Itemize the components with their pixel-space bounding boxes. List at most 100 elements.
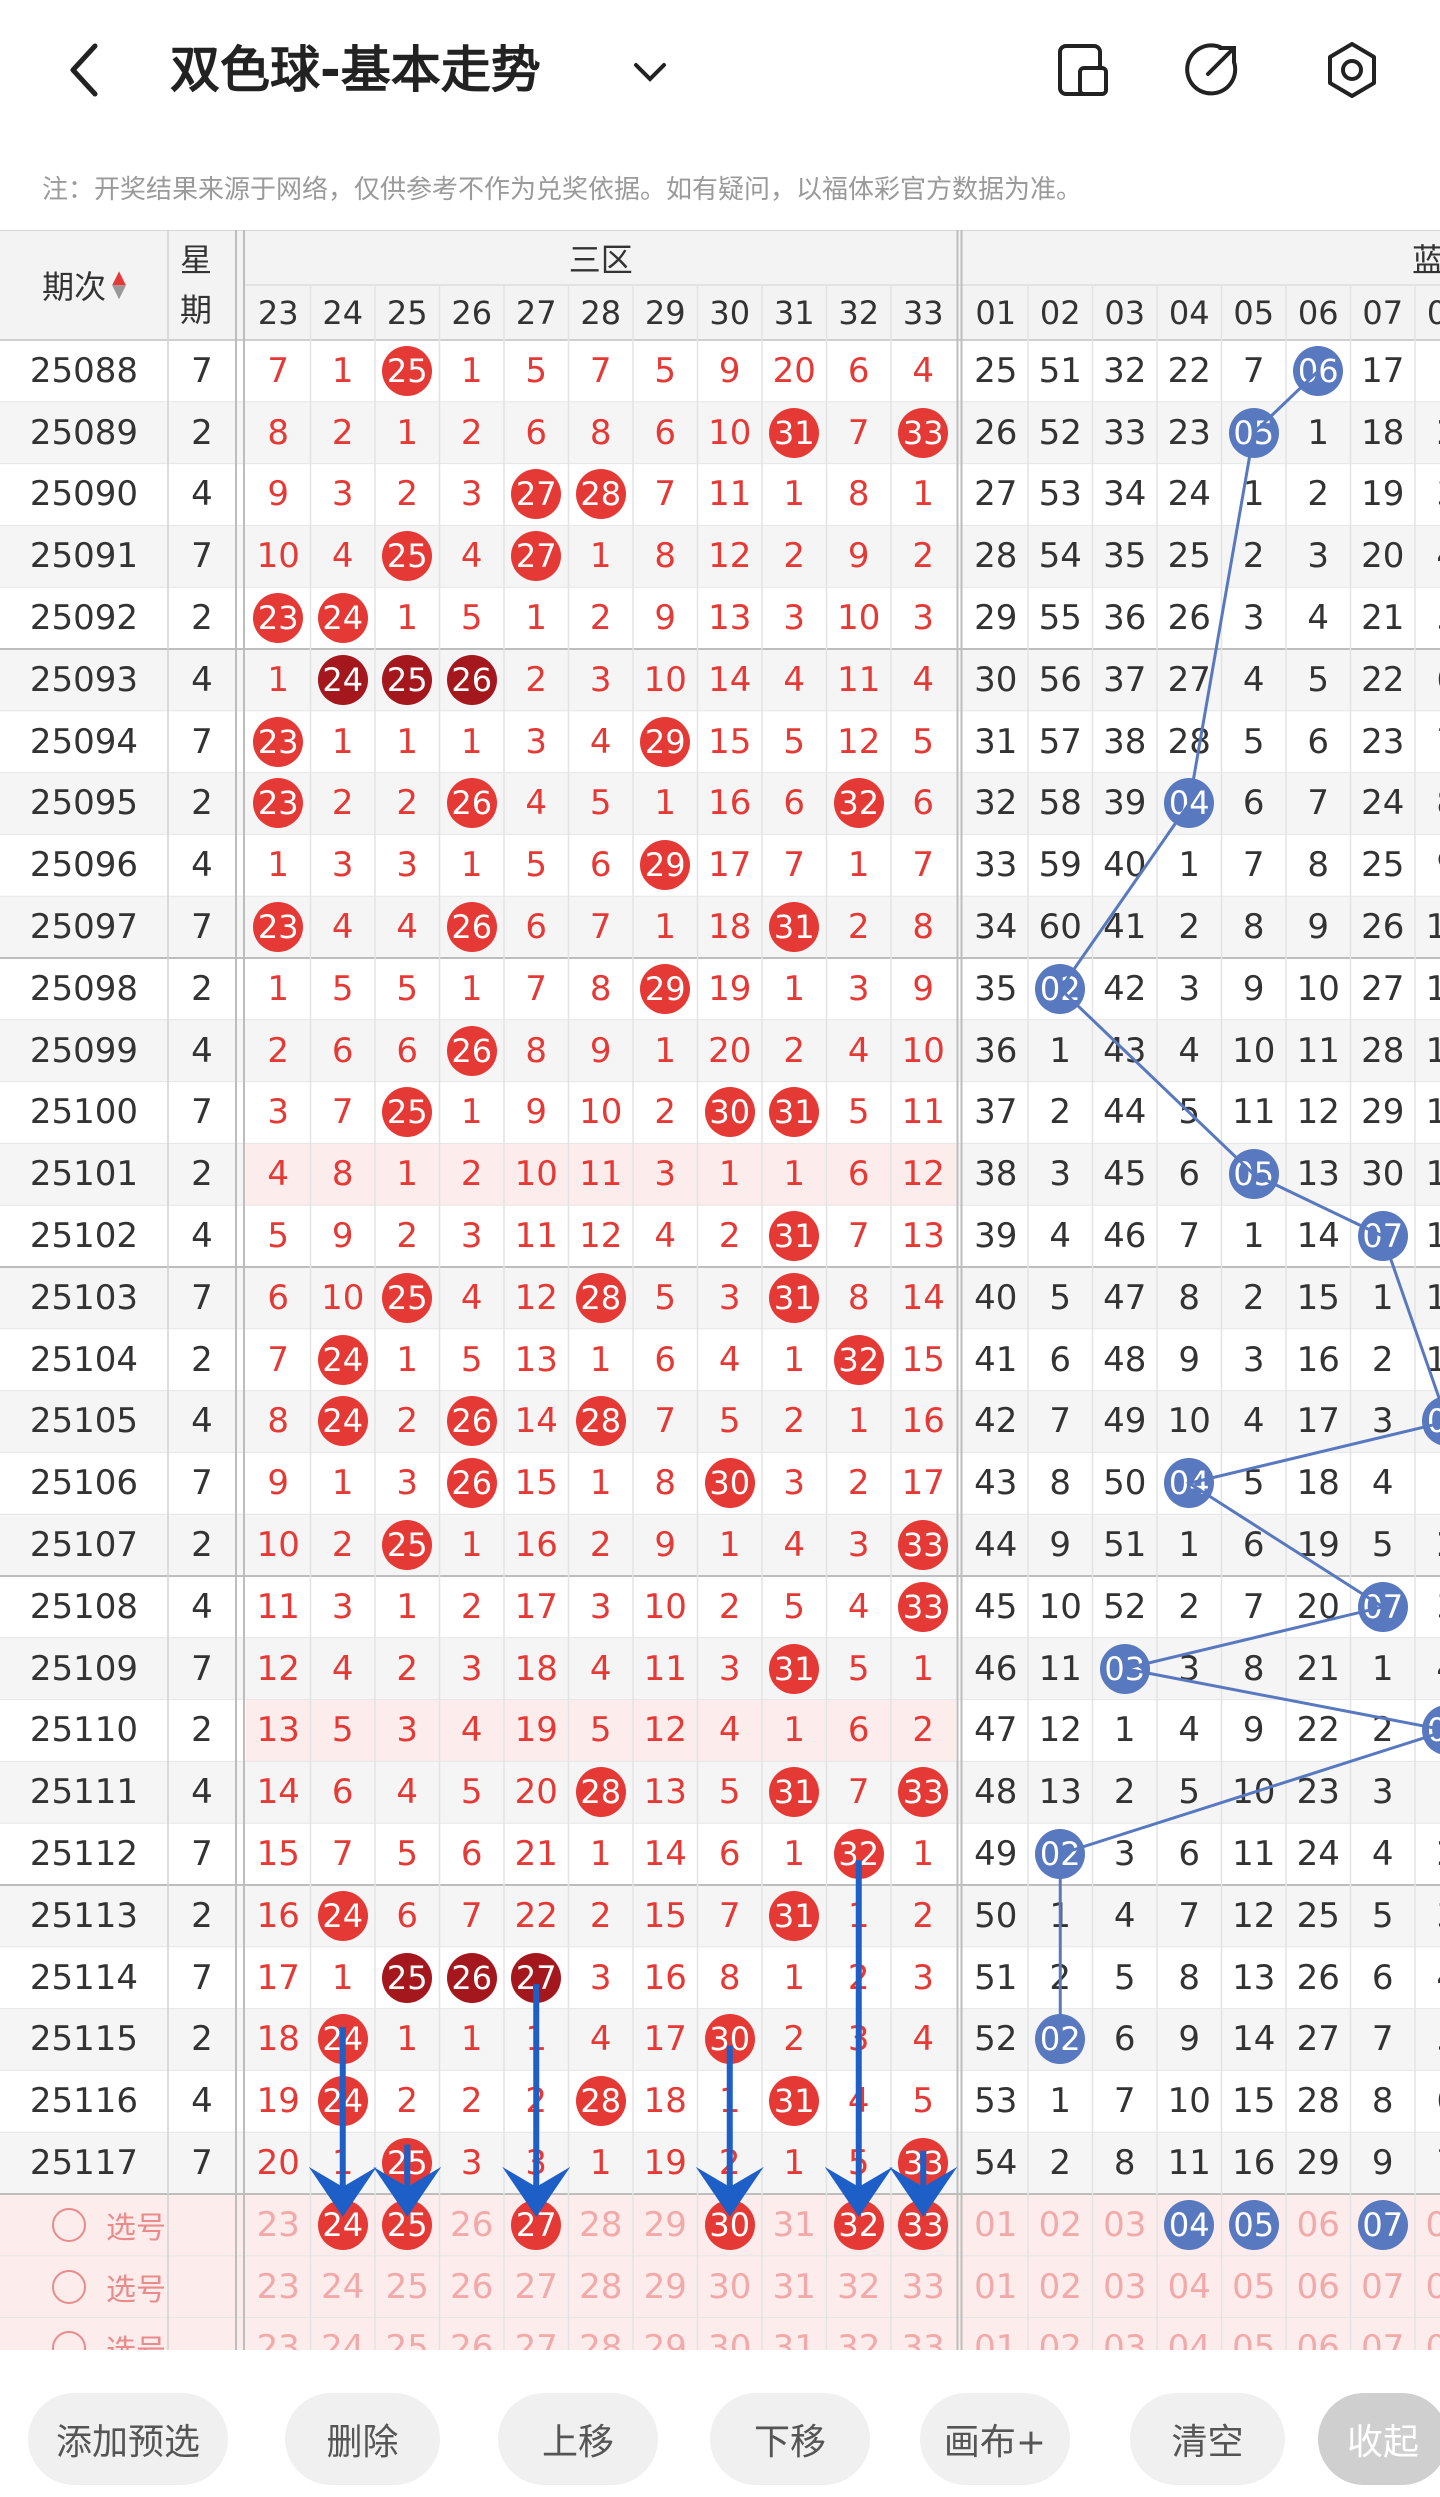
red-cell: 26 <box>440 773 505 835</box>
select-blue-number[interactable]: 02 <box>1028 2256 1093 2318</box>
select-red-number[interactable]: 27 <box>504 2318 569 2350</box>
footer-button-1[interactable]: 删除 <box>285 2393 440 2485</box>
select-blue-number[interactable]: 07 <box>1351 2256 1416 2318</box>
omission-value: 6 <box>718 1834 741 1875</box>
select-red-number[interactable]: 33 <box>891 2256 956 2318</box>
footer-button-2[interactable]: 上移 <box>498 2393 658 2485</box>
select-blue-number[interactable]: 08 <box>1415 2318 1440 2350</box>
select-blue-number[interactable]: 01 <box>964 2194 1029 2256</box>
select-red-number[interactable]: 28 <box>569 2256 634 2318</box>
select-red-number[interactable]: 25 <box>375 2256 440 2318</box>
select-red-number[interactable]: 31 <box>762 2194 827 2256</box>
red-ball: 26 <box>446 1396 497 1447</box>
select-red-number[interactable]: 25 <box>375 2318 440 2350</box>
select-blue-number[interactable]: 04 <box>1157 2256 1222 2318</box>
red-cell: 6 <box>633 1329 698 1391</box>
red-cell: 25 <box>375 1514 440 1576</box>
select-blue-number[interactable]: 03 <box>1093 2256 1158 2318</box>
omission-value: 2 <box>912 536 935 577</box>
select-blue-number[interactable]: 05 <box>1222 2318 1287 2350</box>
select-blue-number[interactable]: 06 <box>1286 2256 1351 2318</box>
select-blue-number[interactable]: 01 <box>964 2318 1029 2350</box>
footer-button-6[interactable]: 收起 <box>1318 2393 1440 2485</box>
select-blue-number[interactable]: 06 <box>1286 2194 1351 2256</box>
red-cell: 2 <box>827 1452 892 1514</box>
select-blue-number[interactable]: 01 <box>964 2256 1029 2318</box>
select-red-number[interactable]: 27 <box>504 2256 569 2318</box>
select-red-number[interactable]: 30 <box>698 2256 763 2318</box>
red-cell: 4 <box>311 525 376 587</box>
back-button[interactable] <box>55 40 115 100</box>
select-red-number[interactable]: 29 <box>633 2194 698 2256</box>
select-red-number[interactable]: 31 <box>762 2318 827 2350</box>
select-blue-number[interactable]: 08 <box>1415 2194 1440 2256</box>
select-blue-number[interactable]: 04 <box>1157 2194 1222 2256</box>
select-red-number[interactable]: 29 <box>633 2256 698 2318</box>
omission-value: 4 <box>783 659 806 700</box>
select-blue-number[interactable]: 03 <box>1093 2194 1158 2256</box>
select-red-number[interactable]: 24 <box>311 2318 376 2350</box>
share-button[interactable] <box>1180 38 1244 102</box>
select-red-number[interactable]: 25 <box>375 2194 440 2256</box>
omission-value: 15 <box>1296 1277 1340 1318</box>
select-red-number[interactable]: 32 <box>827 2256 892 2318</box>
select-red-number[interactable]: 28 <box>569 2318 634 2350</box>
select-blue-number[interactable]: 02 <box>1028 2318 1093 2350</box>
select-red-number[interactable]: 30 <box>698 2318 763 2350</box>
select-blue-number[interactable]: 07 <box>1351 2194 1416 2256</box>
red-ball: 28 <box>575 1767 626 1818</box>
select-red-number[interactable]: 33 <box>891 2194 956 2256</box>
omission-value: 4 <box>912 2019 935 2060</box>
select-blue-number[interactable]: 05 <box>1222 2194 1287 2256</box>
select-blue-number[interactable]: 07 <box>1351 2318 1416 2350</box>
layout-button[interactable] <box>1050 38 1114 102</box>
select-blue-number[interactable]: 05 <box>1222 2256 1287 2318</box>
select-red-number[interactable]: 29 <box>633 2318 698 2350</box>
select-red-number[interactable]: 32 <box>827 2194 892 2256</box>
select-red-number[interactable]: 28 <box>569 2194 634 2256</box>
select-row-toggle[interactable]: 选号 <box>0 2256 236 2318</box>
select-row-toggle[interactable]: 选号 <box>0 2194 236 2256</box>
select-blue-number[interactable]: 06 <box>1286 2318 1351 2350</box>
blue-cell: 12 <box>1028 1700 1093 1762</box>
omission-value: 19 <box>708 968 752 1009</box>
select-blue-number[interactable]: 03 <box>1093 2318 1158 2350</box>
blue-cell: 2 <box>1286 464 1351 526</box>
red-cell: 1 <box>891 464 956 526</box>
select-red-number[interactable]: 26 <box>440 2318 505 2350</box>
red-cell: 1 <box>504 2009 569 2071</box>
title-dropdown[interactable] <box>625 48 675 98</box>
select-row-toggle[interactable]: 选号 <box>0 2318 236 2350</box>
select-red-number[interactable]: 26 <box>440 2194 505 2256</box>
footer-button-4[interactable]: 画布+ <box>920 2393 1070 2485</box>
select-red-number[interactable]: 24 <box>311 2194 376 2256</box>
settings-button[interactable] <box>1320 38 1384 102</box>
select-red-number[interactable]: 33 <box>891 2318 956 2350</box>
blue-cell: 54 <box>964 2132 1029 2194</box>
footer-button-0[interactable]: 添加预选 <box>28 2393 228 2485</box>
select-red-number[interactable]: 24 <box>311 2256 376 2318</box>
red-cell: 1 <box>762 1947 827 2009</box>
select-red-number[interactable]: 30 <box>698 2194 763 2256</box>
red-cell: 3 <box>440 2132 505 2194</box>
omission-value: 1 <box>912 1834 935 1875</box>
period-column-header[interactable]: 期次 ▲ ▼ <box>0 230 168 340</box>
select-red-number[interactable]: 26 <box>440 2256 505 2318</box>
footer-button-3[interactable]: 下移 <box>710 2393 870 2485</box>
select-red-number[interactable]: 32 <box>827 2318 892 2350</box>
select-red-number[interactable]: 23 <box>246 2318 311 2350</box>
footer-button-5[interactable]: 清空 <box>1130 2393 1285 2485</box>
blue-cell: 48 <box>964 1761 1029 1823</box>
select-red-number[interactable]: 27 <box>504 2194 569 2256</box>
select-blue-number[interactable]: 02 <box>1028 2194 1093 2256</box>
omission-value: 17 <box>1425 1339 1440 1380</box>
select-red-number[interactable]: 23 <box>246 2256 311 2318</box>
select-blue-number[interactable]: 08 <box>1415 2256 1440 2318</box>
blue-cell: 5 <box>1028 1267 1093 1329</box>
blue-number: 01 <box>974 2266 1018 2307</box>
select-red-number[interactable]: 23 <box>246 2194 311 2256</box>
select-blue-number[interactable]: 04 <box>1157 2318 1222 2350</box>
phone-layout-icon <box>1058 44 1108 96</box>
red-cell: 3 <box>504 2132 569 2194</box>
select-red-number[interactable]: 31 <box>762 2256 827 2318</box>
